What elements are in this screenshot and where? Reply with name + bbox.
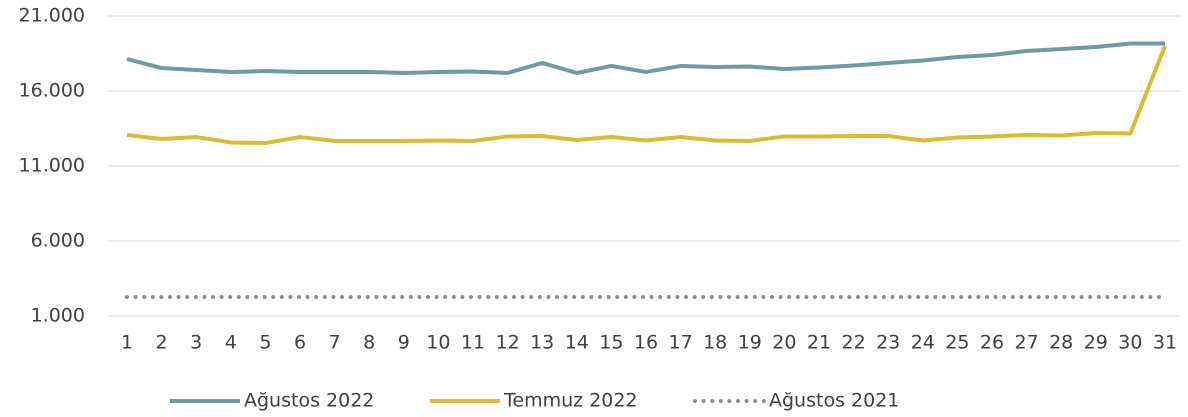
x-tick-label: 6 xyxy=(294,332,306,354)
legend-label: Ağustos 2021 xyxy=(769,390,899,412)
y-tick-label: 11.000 xyxy=(19,155,85,177)
series-line xyxy=(126,45,1167,146)
x-tick-label: 21 xyxy=(807,332,831,354)
x-tick-label: 12 xyxy=(496,332,520,354)
x-tick-label: 2 xyxy=(156,332,168,354)
x-tick-label: 1 xyxy=(121,332,133,354)
x-tick-label: 17 xyxy=(669,332,693,354)
y-tick-label: 16.000 xyxy=(19,80,85,102)
x-tick-label: 23 xyxy=(876,332,900,354)
x-tick-label: 5 xyxy=(259,332,271,354)
y-tick-label: 6.000 xyxy=(31,230,85,252)
x-tick-label: 13 xyxy=(530,332,554,354)
x-tick-label: 25 xyxy=(945,332,969,354)
y-tick-label: 21.000 xyxy=(19,5,85,27)
x-tick-label: 3 xyxy=(190,332,202,354)
x-tick-label: 7 xyxy=(329,332,341,354)
series-line xyxy=(126,41,1165,75)
x-tick-label: 11 xyxy=(461,332,485,354)
legend-label: Ağustos 2022 xyxy=(244,390,374,412)
x-tick-label: 4 xyxy=(225,332,237,354)
x-tick-label: 29 xyxy=(1084,332,1108,354)
x-tick-label: 30 xyxy=(1118,332,1142,354)
x-tick-label: 24 xyxy=(911,332,935,354)
x-tick-label: 8 xyxy=(363,332,375,354)
x-tick-label: 14 xyxy=(565,332,589,354)
x-tick-label: 27 xyxy=(1015,332,1039,354)
x-tick-label: 20 xyxy=(772,332,796,354)
y-tick-label: 1.000 xyxy=(31,305,85,327)
x-tick-label: 15 xyxy=(599,332,623,354)
x-tick-label: 16 xyxy=(634,332,658,354)
x-tick-label: 19 xyxy=(738,332,762,354)
x-tick-label: 31 xyxy=(1153,332,1177,354)
x-tick-label: 18 xyxy=(703,332,727,354)
legend-label: Temmuz 2022 xyxy=(503,390,638,412)
x-tick-label: 22 xyxy=(842,332,866,354)
x-tick-label: 9 xyxy=(398,332,410,354)
x-tick-label: 26 xyxy=(980,332,1004,354)
x-tick-label: 28 xyxy=(1049,332,1073,354)
x-tick-label: 10 xyxy=(426,332,450,354)
